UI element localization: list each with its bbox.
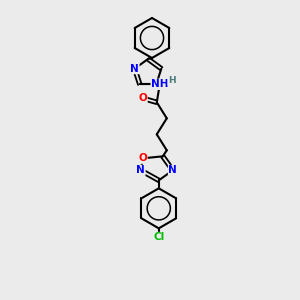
Text: H: H	[168, 76, 176, 85]
Text: S: S	[152, 79, 160, 89]
Text: O: O	[138, 93, 147, 103]
Text: N: N	[130, 64, 139, 74]
Text: Cl: Cl	[153, 232, 164, 242]
Text: N: N	[136, 165, 145, 175]
Text: N: N	[168, 165, 177, 175]
Text: O: O	[138, 153, 147, 163]
Text: NH: NH	[151, 79, 169, 89]
